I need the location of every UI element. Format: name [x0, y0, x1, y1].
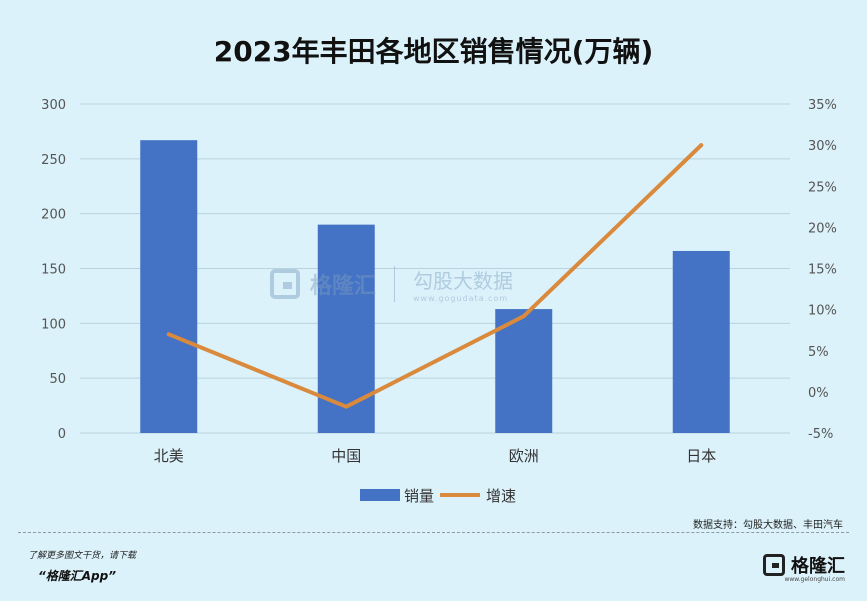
category-labels: 北美 中国 欧洲 日本: [154, 447, 717, 465]
right-tick-label: 35%: [808, 98, 837, 113]
legend-line-label: 增速: [486, 487, 516, 505]
brand-logo-icon: [763, 554, 785, 576]
left-tick-label: 200: [41, 208, 66, 223]
growth-line: [166, 143, 704, 409]
bar: [317, 224, 375, 433]
right-tick-label: 25%: [808, 180, 837, 195]
right-tick-label: 20%: [808, 221, 837, 236]
chart: 0 50 100 150 200 250 300 -5% 0% 5% 10% 15% 20% 25% 30…: [41, 98, 837, 505]
category-label: 中国: [331, 447, 361, 465]
bar: [672, 250, 730, 433]
left-tick-label: 150: [41, 263, 66, 278]
right-tick-label: -5%: [808, 427, 833, 442]
right-tick-label: 0%: [808, 386, 829, 401]
left-tick-label: 0: [58, 427, 66, 442]
right-axis-ticks: -5% 0% 5% 10% 15% 20% 25% 30% 35%: [808, 98, 837, 442]
bar: [495, 309, 553, 433]
footer-logo-url: www.gelonghui.com: [784, 576, 845, 583]
category-label: 日本: [686, 447, 716, 465]
data-source: 数据支持：勾股大数据、丰田汽车: [693, 520, 843, 531]
right-tick-label: 30%: [808, 139, 837, 154]
legend-bar-swatch: [360, 489, 400, 501]
chart-title: 2023年丰田各地区销售情况(万辆): [213, 35, 654, 68]
footer-promo-text: 了解更多图文干货，请下载: [28, 551, 137, 561]
footer-logo-text: 格隆汇: [791, 556, 845, 577]
category-label: 北美: [154, 447, 184, 465]
bar: [140, 140, 198, 433]
category-label: 欧洲: [509, 447, 539, 465]
footer-app-name: “格隆汇App”: [38, 569, 116, 583]
left-tick-label: 50: [49, 372, 66, 387]
legend-bar-label: 销量: [404, 487, 434, 505]
footer-logo[interactable]: 格隆汇: [763, 552, 845, 578]
bar-series: [140, 140, 730, 433]
left-tick-label: 250: [41, 153, 66, 168]
left-tick-label: 100: [41, 317, 66, 332]
gridlines: [80, 103, 790, 434]
right-tick-label: 5%: [808, 345, 829, 360]
left-axis-ticks: 0 50 100 150 200 250 300: [41, 98, 66, 442]
legend: 销量 增速: [360, 487, 516, 505]
footer-divider: [18, 532, 849, 533]
right-tick-label: 10%: [808, 304, 837, 319]
left-tick-label: 300: [41, 98, 66, 113]
line-series: [166, 143, 704, 409]
right-tick-label: 15%: [808, 263, 837, 278]
